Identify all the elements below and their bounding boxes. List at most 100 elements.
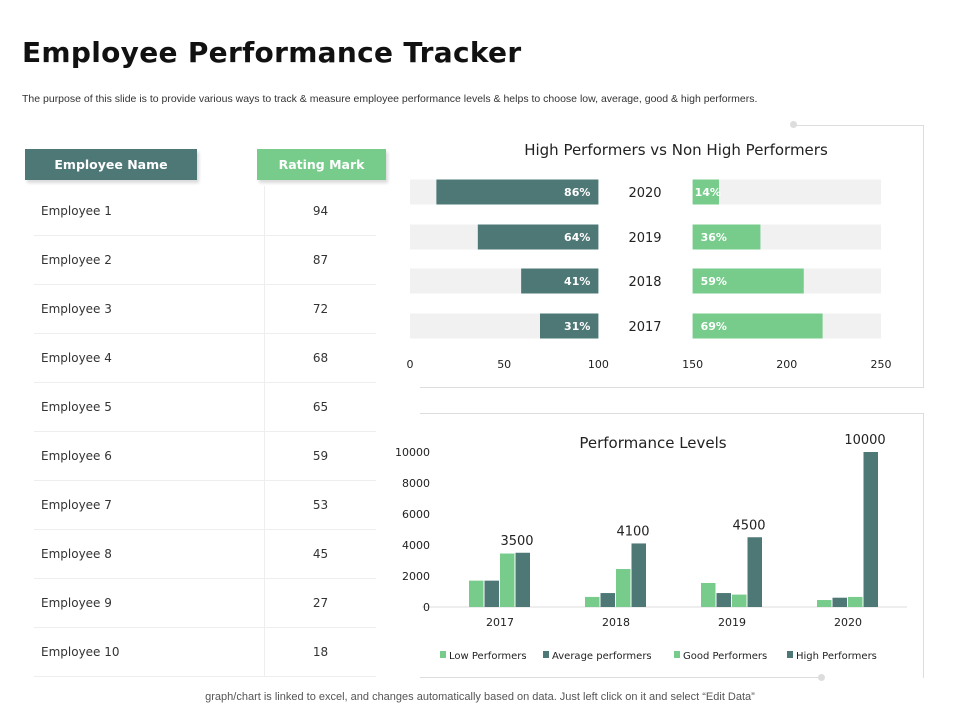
x-tick-label: 50 bbox=[497, 358, 511, 371]
bar-high-performers bbox=[631, 543, 646, 607]
year-label: 2017 bbox=[628, 320, 661, 335]
table-row: Employee 1 94 bbox=[34, 186, 376, 236]
panel-line bbox=[420, 677, 820, 678]
table-row: Employee 4 68 bbox=[34, 333, 376, 383]
header-employee-name: Employee Name bbox=[25, 149, 197, 180]
bar-low-performers bbox=[585, 596, 600, 607]
high-performer-bar bbox=[436, 179, 599, 205]
bar-good-performers bbox=[500, 553, 515, 607]
y-tick-label: 0 bbox=[423, 601, 430, 614]
data-label: 10000 bbox=[844, 433, 885, 448]
rating-mark: 45 bbox=[312, 547, 329, 561]
bar-high-performers bbox=[747, 537, 762, 607]
legend-label: Average performers bbox=[552, 651, 652, 662]
employee-name: Employee 1 bbox=[41, 204, 112, 218]
year-label: 2018 bbox=[628, 275, 661, 290]
legend-label: High Performers bbox=[796, 651, 877, 662]
year-label: 2019 bbox=[628, 231, 661, 246]
employee-name: Employee 5 bbox=[41, 400, 112, 414]
header-rating-mark: Rating Mark bbox=[257, 149, 386, 180]
non-high-performer-bar bbox=[692, 179, 719, 205]
high-performer-bar bbox=[521, 268, 599, 294]
rating-mark: 18 bbox=[312, 645, 329, 659]
non-high-performer-bar bbox=[692, 313, 823, 339]
x-tick-label: 100 bbox=[588, 358, 609, 371]
employee-name: Employee 3 bbox=[41, 302, 112, 316]
x-tick-label: 150 bbox=[682, 358, 703, 371]
high-performer-label: 31% bbox=[564, 320, 590, 333]
bar-average-performers bbox=[484, 580, 499, 607]
rating-mark: 94 bbox=[312, 204, 329, 218]
bar-good-performers bbox=[848, 596, 863, 607]
table-row: Employee 9 27 bbox=[34, 578, 376, 628]
y-tick-label: 6000 bbox=[402, 508, 430, 521]
non-high-performer-label: 14% bbox=[695, 186, 721, 199]
non-high-performer-label: 36% bbox=[701, 231, 727, 244]
employee-name: Employee 4 bbox=[41, 351, 112, 365]
bar-high-performers bbox=[515, 552, 530, 607]
bar-low-performers bbox=[469, 580, 484, 607]
page-subtitle: The purpose of this slide is to provide … bbox=[22, 93, 758, 105]
x-tick-label: 2019 bbox=[718, 616, 746, 629]
table-row: Employee 3 72 bbox=[34, 284, 376, 334]
y-tick-label: 8000 bbox=[402, 477, 430, 490]
x-tick-label: 2020 bbox=[834, 616, 862, 629]
employee-name: Employee 10 bbox=[41, 645, 120, 659]
table-row: Employee 10 18 bbox=[34, 627, 376, 677]
panel-dot bbox=[818, 674, 825, 681]
bar-low-performers bbox=[701, 582, 716, 607]
legend-swatch bbox=[440, 651, 446, 658]
rating-mark: 27 bbox=[312, 596, 329, 610]
legend-swatch bbox=[787, 651, 793, 658]
data-label: 4500 bbox=[732, 518, 765, 533]
employee-name: Employee 7 bbox=[41, 498, 112, 512]
bar-track bbox=[692, 179, 881, 205]
page-title: Employee Performance Tracker bbox=[22, 36, 522, 69]
rating-mark: 65 bbox=[312, 400, 329, 414]
table-row: Employee 8 45 bbox=[34, 529, 376, 579]
y-tick-label: 2000 bbox=[402, 570, 430, 583]
table-row: Employee 2 87 bbox=[34, 235, 376, 285]
non-high-performer-bar bbox=[692, 224, 761, 250]
y-tick-label: 10000 bbox=[395, 446, 430, 459]
chart1-panel bbox=[420, 125, 924, 388]
legend-label: Good Performers bbox=[683, 651, 767, 662]
high-performer-label: 86% bbox=[564, 186, 590, 199]
table-row: Employee 5 65 bbox=[34, 382, 376, 432]
non-high-performer-bar bbox=[692, 268, 804, 294]
high-performer-label: 64% bbox=[564, 231, 590, 244]
bar-high-performers bbox=[863, 452, 878, 607]
legend-swatch bbox=[543, 651, 549, 658]
high-performer-label: 41% bbox=[564, 275, 590, 288]
rating-mark: 87 bbox=[312, 253, 329, 267]
employee-name: Employee 8 bbox=[41, 547, 112, 561]
employee-name: Employee 9 bbox=[41, 596, 112, 610]
chart2-title: Performance Levels bbox=[579, 434, 727, 452]
legend-swatch bbox=[674, 651, 680, 658]
x-tick-label: 0 bbox=[407, 358, 414, 371]
high-performer-bar bbox=[477, 224, 599, 250]
chart2-panel bbox=[420, 413, 924, 678]
footer-note: graph/chart is linked to excel, and chan… bbox=[205, 691, 755, 703]
bar-average-performers bbox=[716, 593, 731, 607]
legend-label: Low Performers bbox=[449, 651, 527, 662]
bar-average-performers bbox=[832, 597, 847, 607]
year-label: 2020 bbox=[628, 186, 661, 201]
chart1-title: High Performers vs Non High Performers bbox=[524, 141, 828, 159]
bar-average-performers bbox=[600, 593, 615, 607]
high-performer-bar bbox=[539, 313, 599, 339]
employee-name: Employee 6 bbox=[41, 449, 112, 463]
rating-mark: 72 bbox=[312, 302, 329, 316]
rating-mark: 68 bbox=[312, 351, 329, 365]
data-label: 4100 bbox=[616, 524, 649, 539]
x-tick-label: 200 bbox=[776, 358, 797, 371]
employee-name: Employee 2 bbox=[41, 253, 112, 267]
y-tick-label: 4000 bbox=[402, 539, 430, 552]
x-tick-label: 2018 bbox=[602, 616, 630, 629]
data-label: 3500 bbox=[500, 534, 533, 549]
panel-line bbox=[793, 125, 923, 126]
bar-good-performers bbox=[616, 569, 631, 607]
bar-good-performers bbox=[732, 594, 747, 607]
rating-mark: 59 bbox=[312, 449, 329, 463]
